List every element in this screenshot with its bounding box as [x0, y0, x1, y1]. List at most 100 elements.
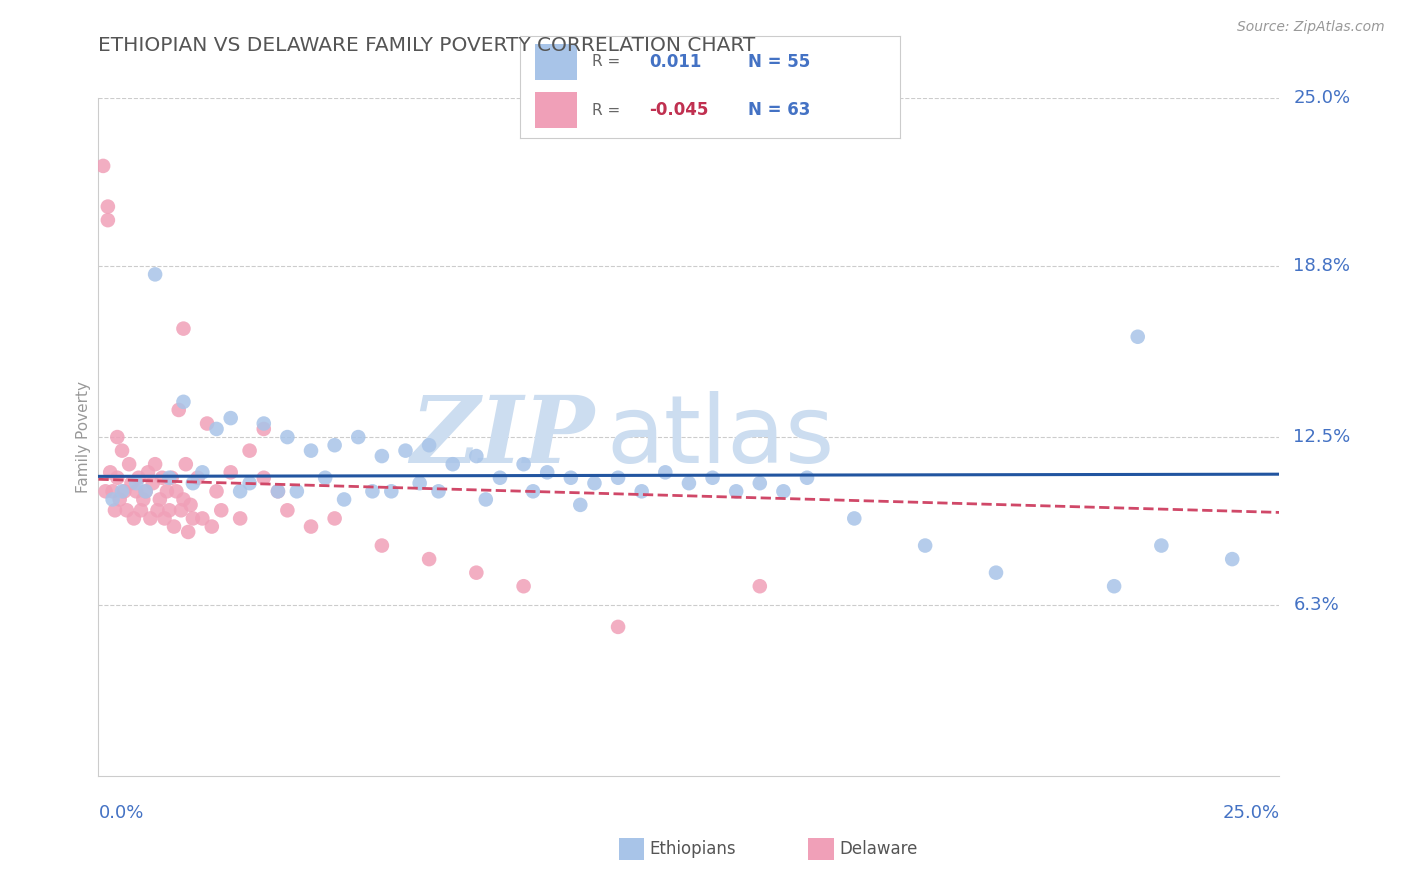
- Text: atlas: atlas: [606, 391, 835, 483]
- Point: [844, 511, 866, 525]
- Y-axis label: Family Poverty: Family Poverty: [76, 381, 91, 493]
- Point: [111, 484, 134, 499]
- Point: [187, 471, 209, 485]
- Point: [418, 438, 440, 452]
- Point: [146, 503, 169, 517]
- Point: [299, 443, 322, 458]
- Text: Source: ZipAtlas.com: Source: ZipAtlas.com: [1237, 20, 1385, 34]
- Point: [195, 417, 218, 431]
- Point: [678, 476, 700, 491]
- Point: [125, 484, 148, 499]
- Point: [748, 476, 770, 491]
- Point: [121, 476, 143, 491]
- Point: [143, 268, 166, 282]
- Point: [201, 519, 224, 533]
- Point: [394, 443, 416, 458]
- Point: [149, 492, 172, 507]
- Text: 0.0%: 0.0%: [98, 804, 143, 822]
- Point: [441, 457, 464, 471]
- Point: [135, 484, 157, 499]
- Point: [914, 539, 936, 553]
- Point: [91, 159, 114, 173]
- Text: ETHIOPIAN VS DELAWARE FAMILY POVERTY CORRELATION CHART: ETHIOPIAN VS DELAWARE FAMILY POVERTY COR…: [98, 36, 755, 54]
- Point: [104, 503, 127, 517]
- Point: [94, 484, 117, 499]
- Text: 0.011: 0.011: [650, 53, 702, 70]
- Point: [772, 484, 794, 499]
- Point: [347, 430, 370, 444]
- Text: 12.5%: 12.5%: [1294, 428, 1351, 446]
- Point: [191, 466, 214, 480]
- Point: [101, 484, 124, 499]
- Point: [371, 539, 394, 553]
- Point: [157, 471, 180, 485]
- Point: [984, 566, 1007, 580]
- Point: [172, 394, 194, 409]
- Point: [323, 511, 346, 525]
- Point: [702, 471, 724, 485]
- Point: [748, 579, 770, 593]
- Point: [314, 471, 336, 485]
- Point: [408, 476, 430, 491]
- Point: [165, 484, 187, 499]
- Point: [427, 484, 450, 499]
- Point: [163, 519, 186, 533]
- Point: [512, 457, 534, 471]
- Point: [512, 579, 534, 593]
- Text: N = 63: N = 63: [748, 101, 810, 119]
- Text: 6.3%: 6.3%: [1294, 596, 1339, 615]
- Point: [253, 422, 276, 436]
- Text: R =: R =: [592, 54, 626, 70]
- Point: [371, 449, 394, 463]
- Text: N = 55: N = 55: [748, 53, 810, 70]
- Point: [105, 471, 128, 485]
- Point: [380, 484, 402, 499]
- Point: [1126, 330, 1149, 344]
- Point: [108, 492, 131, 507]
- Point: [174, 457, 197, 471]
- Text: 25.0%: 25.0%: [1222, 804, 1279, 822]
- Point: [1150, 539, 1173, 553]
- Bar: [536, 92, 578, 128]
- Point: [323, 438, 346, 452]
- Point: [607, 620, 630, 634]
- Point: [418, 552, 440, 566]
- Point: [97, 200, 120, 214]
- Point: [125, 476, 148, 491]
- Point: [111, 443, 134, 458]
- Point: [170, 503, 193, 517]
- Point: [285, 484, 308, 499]
- Point: [115, 503, 138, 517]
- Point: [536, 466, 558, 480]
- Point: [267, 484, 290, 499]
- Point: [276, 503, 298, 517]
- Point: [139, 511, 162, 525]
- Point: [128, 471, 150, 485]
- Point: [489, 471, 512, 485]
- Point: [583, 476, 606, 491]
- Point: [112, 484, 135, 499]
- Point: [654, 466, 676, 480]
- Point: [522, 484, 544, 499]
- Point: [1102, 579, 1125, 593]
- Point: [569, 498, 592, 512]
- Point: [172, 492, 194, 507]
- Point: [101, 492, 124, 507]
- Point: [796, 471, 818, 485]
- Point: [630, 484, 652, 499]
- Point: [333, 492, 356, 507]
- Point: [725, 484, 748, 499]
- Text: R =: R =: [592, 103, 626, 118]
- Text: Ethiopians: Ethiopians: [650, 840, 737, 858]
- Point: [267, 484, 290, 499]
- Point: [205, 484, 228, 499]
- Point: [229, 484, 252, 499]
- Point: [181, 476, 204, 491]
- Point: [135, 484, 157, 499]
- Point: [153, 511, 176, 525]
- Point: [1220, 552, 1243, 566]
- Point: [191, 511, 214, 525]
- Point: [239, 476, 262, 491]
- Point: [475, 492, 498, 507]
- Point: [253, 417, 276, 431]
